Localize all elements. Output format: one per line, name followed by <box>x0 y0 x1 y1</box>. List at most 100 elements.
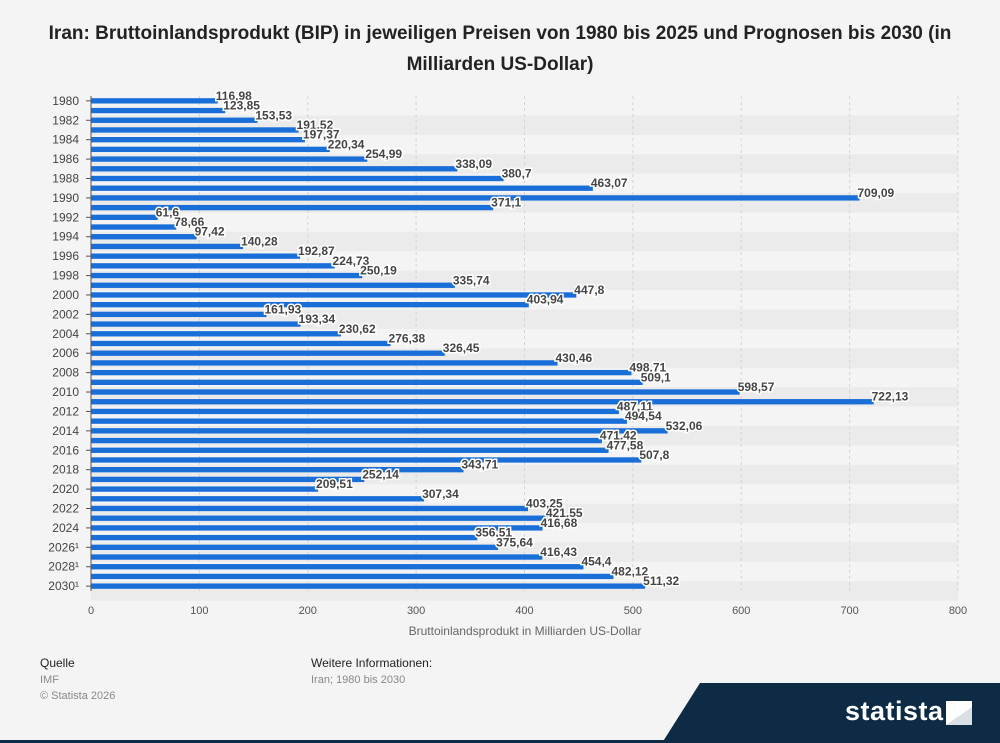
value-label: 371,1 <box>491 196 521 210</box>
value-label: 471,42 <box>600 429 637 443</box>
value-label: 326,45 <box>443 341 480 355</box>
x-tick-label: 400 <box>515 605 533 617</box>
bar <box>91 185 593 191</box>
bar <box>91 117 258 123</box>
bar <box>91 302 529 308</box>
info-label: Weitere Informationen: <box>311 656 433 670</box>
value-label: 421,55 <box>546 506 583 520</box>
value-label: 123,85 <box>223 99 260 113</box>
value-label: 482,12 <box>611 564 648 578</box>
bar <box>91 515 548 521</box>
value-label: 338,09 <box>455 157 492 171</box>
value-label: 598,57 <box>738 380 775 394</box>
bar <box>91 525 543 531</box>
source-label: Quelle <box>40 656 75 670</box>
value-label: 254,99 <box>365 147 402 161</box>
value-label: 709,09 <box>857 186 894 200</box>
bar <box>91 321 301 327</box>
value-label: 78,66 <box>174 215 204 229</box>
bar <box>91 437 602 444</box>
value-label: 140,28 <box>241 234 278 248</box>
value-label: 220,34 <box>328 137 365 151</box>
value-label: 197,37 <box>303 128 340 142</box>
bar <box>91 234 197 240</box>
bar <box>91 263 335 269</box>
bar <box>91 447 609 453</box>
bar <box>91 457 642 463</box>
bar <box>91 175 504 182</box>
value-label: 494,54 <box>625 409 662 423</box>
y-tick-label: 2026¹ <box>48 540 79 554</box>
y-tick-label: 1980 <box>52 94 79 108</box>
copyright: © Statista 2026 <box>40 690 116 702</box>
y-tick-label: 2022 <box>52 502 79 516</box>
bar <box>91 476 365 483</box>
bar <box>91 408 619 415</box>
value-label: 153,53 <box>255 108 292 122</box>
value-label: 356,51 <box>475 526 512 540</box>
bar <box>91 399 874 405</box>
bar <box>91 340 391 347</box>
bar <box>91 282 455 288</box>
y-tick-label: 2014 <box>52 424 79 438</box>
value-label: 343,71 <box>461 458 498 472</box>
statista-logo-icon <box>946 701 972 725</box>
x-tick-label: 300 <box>407 605 425 617</box>
y-axis-labels: 1980 1982 1984 1986 1988 1990 1992 1994 1996 1998… <box>48 94 91 593</box>
x-tick-label: 0 <box>88 605 94 617</box>
y-tick-label: 2006 <box>52 346 79 360</box>
x-tick-label: 500 <box>624 605 642 617</box>
value-label: 252,14 <box>362 467 399 481</box>
y-tick-label: 2028¹ <box>48 560 79 574</box>
y-tick-label: 2010 <box>52 385 79 399</box>
bar <box>91 107 226 114</box>
x-tick-label: 100 <box>190 605 208 617</box>
value-label: 416,43 <box>540 545 577 559</box>
y-tick-label: 2030¹ <box>48 579 79 593</box>
bar <box>91 564 584 570</box>
bar <box>91 137 305 143</box>
bar <box>91 583 646 589</box>
value-label: 276,38 <box>389 332 426 346</box>
value-label: 193,34 <box>299 312 336 326</box>
bar <box>91 166 458 172</box>
value-label: 192,87 <box>298 244 335 258</box>
y-tick-label: 2004 <box>52 327 79 341</box>
brand-band: statista <box>662 683 1000 743</box>
y-tick-label: 2012 <box>52 404 79 418</box>
value-label: 250,19 <box>360 264 397 278</box>
bar <box>91 204 494 211</box>
bar <box>91 369 632 376</box>
bar <box>91 243 244 250</box>
value-label: 498,71 <box>629 361 666 375</box>
value-label: 307,34 <box>422 487 459 501</box>
y-tick-label: 2024 <box>52 521 79 535</box>
y-tick-label: 1998 <box>52 269 79 283</box>
value-label: 722,13 <box>872 390 909 404</box>
y-tick-label: 2002 <box>52 307 79 321</box>
bar <box>91 418 627 424</box>
bar <box>91 505 529 512</box>
x-tick-label: 600 <box>732 605 750 617</box>
y-tick-label: 1994 <box>52 230 79 244</box>
y-tick-label: 1990 <box>52 191 79 205</box>
x-axis-tick-labels: 0 100 200 300 400 500 600 700 800 <box>88 605 967 617</box>
x-axis-title: Bruttoinlandsprodukt in Milliarden US-Do… <box>409 624 642 638</box>
value-label: 191,52 <box>297 118 334 132</box>
value-label: 61,6 <box>156 205 180 219</box>
value-label: 97,42 <box>195 225 225 239</box>
value-label: 454,4 <box>581 555 611 569</box>
y-tick-label: 2016 <box>52 443 79 457</box>
y-tick-label: 1986 <box>52 152 79 166</box>
value-label: 447,8 <box>574 283 604 297</box>
bar <box>91 214 158 220</box>
bar <box>91 428 668 434</box>
bar <box>91 350 445 356</box>
bar <box>91 486 319 492</box>
value-label: 403,94 <box>527 293 564 307</box>
bar <box>91 127 299 133</box>
bar <box>91 360 558 366</box>
bottom-accent-line <box>0 740 1000 743</box>
